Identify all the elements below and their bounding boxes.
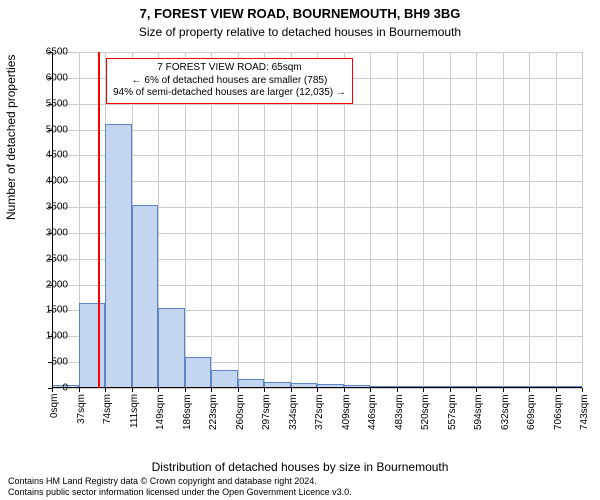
grid-line [529,52,530,388]
xtick-label: 0sqm [49,394,60,418]
ytick-label: 4000 [46,176,68,187]
xtick-label: 669sqm [526,394,537,430]
xtick-mark [317,388,318,392]
xtick-mark [529,388,530,392]
xtick-label: 186sqm [182,394,193,430]
xtick-mark [344,388,345,392]
xtick-mark [238,388,239,392]
histogram-bar [105,124,132,388]
ytick-label: 1500 [46,305,68,316]
histogram-bar [185,357,212,388]
xtick-mark [556,388,557,392]
xtick-mark [450,388,451,392]
chart-container: 7, FOREST VIEW ROAD, BOURNEMOUTH, BH9 3B… [0,0,600,500]
xtick-label: 37sqm [76,394,87,424]
xtick-mark [185,388,186,392]
ytick-label: 3500 [46,202,68,213]
y-axis-label: Number of detached properties [4,55,18,220]
histogram-bar [211,370,238,388]
ytick-label: 6000 [46,72,68,83]
grid-line [582,52,583,388]
annotation-line: ← 6% of detached houses are smaller (785… [113,75,346,88]
xtick-label: 743sqm [579,394,590,430]
chart-subtitle: Size of property relative to detached ho… [0,23,600,43]
ytick-label: 1000 [46,331,68,342]
grid-line [423,52,424,388]
property-marker-line [98,52,100,388]
histogram-bar [132,205,159,389]
xtick-label: 594sqm [473,394,484,430]
xtick-mark [397,388,398,392]
histogram-bar [79,303,106,388]
ytick-label: 5500 [46,98,68,109]
xtick-label: 632sqm [500,394,511,430]
grid-line [450,52,451,388]
xtick-label: 111sqm [129,394,140,428]
xtick-label: 520sqm [420,394,431,430]
xtick-mark [52,388,53,392]
xtick-mark [264,388,265,392]
xtick-label: 409sqm [341,394,352,430]
xtick-label: 149sqm [155,394,166,430]
ytick-label: 3000 [46,227,68,238]
histogram-bar [158,308,185,388]
grid-line [397,52,398,388]
ytick-label: 6500 [46,47,68,58]
xtick-label: 483sqm [394,394,405,430]
annotation-line: 7 FOREST VIEW ROAD: 65sqm [113,62,346,75]
ytick-label: 5000 [46,124,68,135]
chart-title: 7, FOREST VIEW ROAD, BOURNEMOUTH, BH9 3B… [0,0,600,23]
xtick-label: 557sqm [447,394,458,430]
annotation-box: 7 FOREST VIEW ROAD: 65sqm← 6% of detache… [106,58,353,104]
xtick-label: 297sqm [261,394,272,430]
xtick-label: 372sqm [314,394,325,430]
ytick-label: 500 [51,357,68,368]
grid-line [556,52,557,388]
footer-attribution: Contains HM Land Registry data © Crown c… [8,476,592,498]
xtick-label: 706sqm [553,394,564,430]
xtick-mark [158,388,159,392]
xtick-mark [503,388,504,392]
xtick-mark [582,388,583,392]
xtick-mark [79,388,80,392]
xtick-mark [423,388,424,392]
xtick-label: 334sqm [288,394,299,430]
xtick-label: 446sqm [367,394,378,430]
xtick-label: 74sqm [102,394,113,424]
xtick-label: 260sqm [235,394,246,430]
xtick-mark [370,388,371,392]
grid-line [370,52,371,388]
x-axis-label: Distribution of detached houses by size … [0,460,600,474]
ytick-label: 0 [62,383,68,394]
grid-line [476,52,477,388]
annotation-line: 94% of semi-detached houses are larger (… [113,87,346,100]
grid-line [503,52,504,388]
ytick-label: 4500 [46,150,68,161]
xtick-label: 223sqm [208,394,219,430]
xtick-mark [211,388,212,392]
footer-line-1: Contains HM Land Registry data © Crown c… [8,476,592,487]
ytick-label: 2500 [46,253,68,264]
footer-line-2: Contains public sector information licen… [8,487,592,498]
ytick-label: 2000 [46,279,68,290]
xtick-mark [291,388,292,392]
xtick-mark [105,388,106,392]
xtick-mark [476,388,477,392]
xtick-mark [132,388,133,392]
